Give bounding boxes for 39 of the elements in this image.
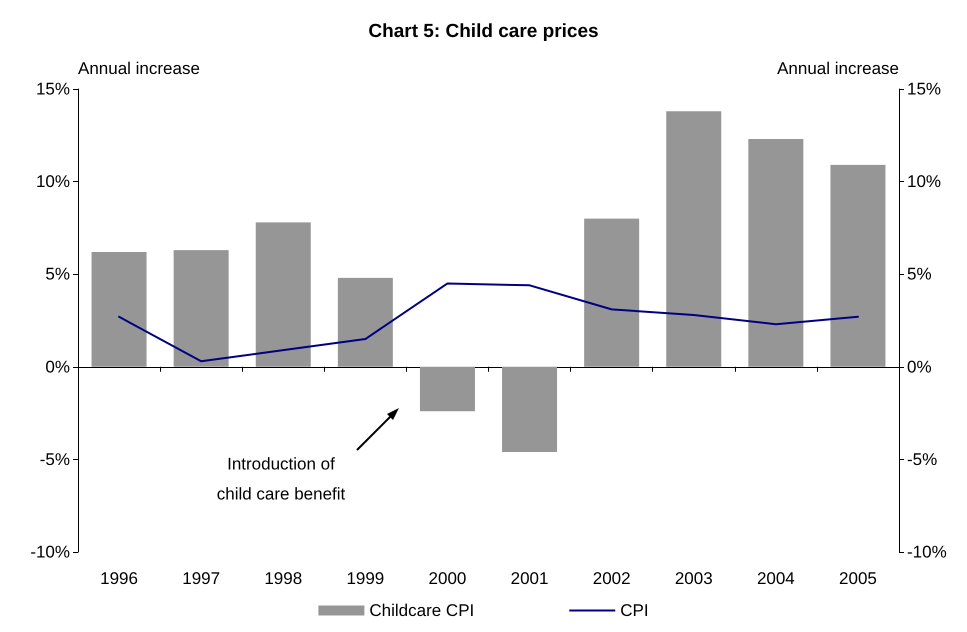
bar [502, 366, 558, 452]
y2-axis-title: Annual increase [777, 59, 899, 78]
y2-tick-label: 0% [907, 357, 932, 376]
x-tick-label: 1999 [346, 569, 384, 588]
y-tick-label: -10% [30, 542, 70, 562]
x-tick-label: 1996 [100, 569, 138, 588]
annotation: Introduction of child care benefit [216, 454, 346, 504]
y-axis-title: Annual increase [78, 59, 200, 78]
bar [666, 111, 722, 367]
y-tick-label: 0% [45, 357, 70, 376]
y-tick-label: 10% [36, 172, 70, 192]
y-tick-label: 5% [45, 264, 70, 284]
chart-title: Chart 5: Child care prices [368, 21, 599, 42]
x-tick-label: 1997 [182, 569, 220, 588]
bar [92, 252, 147, 367]
y2-tick-label: 5% [907, 264, 932, 284]
legend-label: CPI [620, 601, 649, 620]
y2-tick-label: 15% [907, 80, 942, 98]
bar [830, 164, 886, 367]
x-tick-label: 1998 [264, 569, 302, 588]
bar [174, 250, 229, 367]
bar [748, 139, 804, 367]
x-tick-label: 2000 [428, 569, 466, 588]
bar [338, 278, 393, 367]
bar [420, 366, 475, 412]
x-tick-label: 2005 [839, 569, 877, 588]
line-series [118, 282, 859, 362]
legend-label: Childcare CPI [369, 601, 474, 620]
y2-tick-label: -10% [907, 542, 947, 562]
x-tick-label: 2004 [756, 569, 795, 588]
y-tick-label: -5% [40, 450, 70, 469]
y2-tick-label: -5% [907, 450, 938, 469]
y2-tick-label: 10% [907, 172, 942, 192]
x-tick-label: 2003 [674, 569, 713, 588]
bar [256, 222, 311, 367]
y-tick-label: 15% [36, 80, 70, 98]
x-tick-label: 2001 [510, 569, 548, 588]
bar [584, 218, 640, 367]
x-tick-label: 2002 [592, 569, 631, 588]
